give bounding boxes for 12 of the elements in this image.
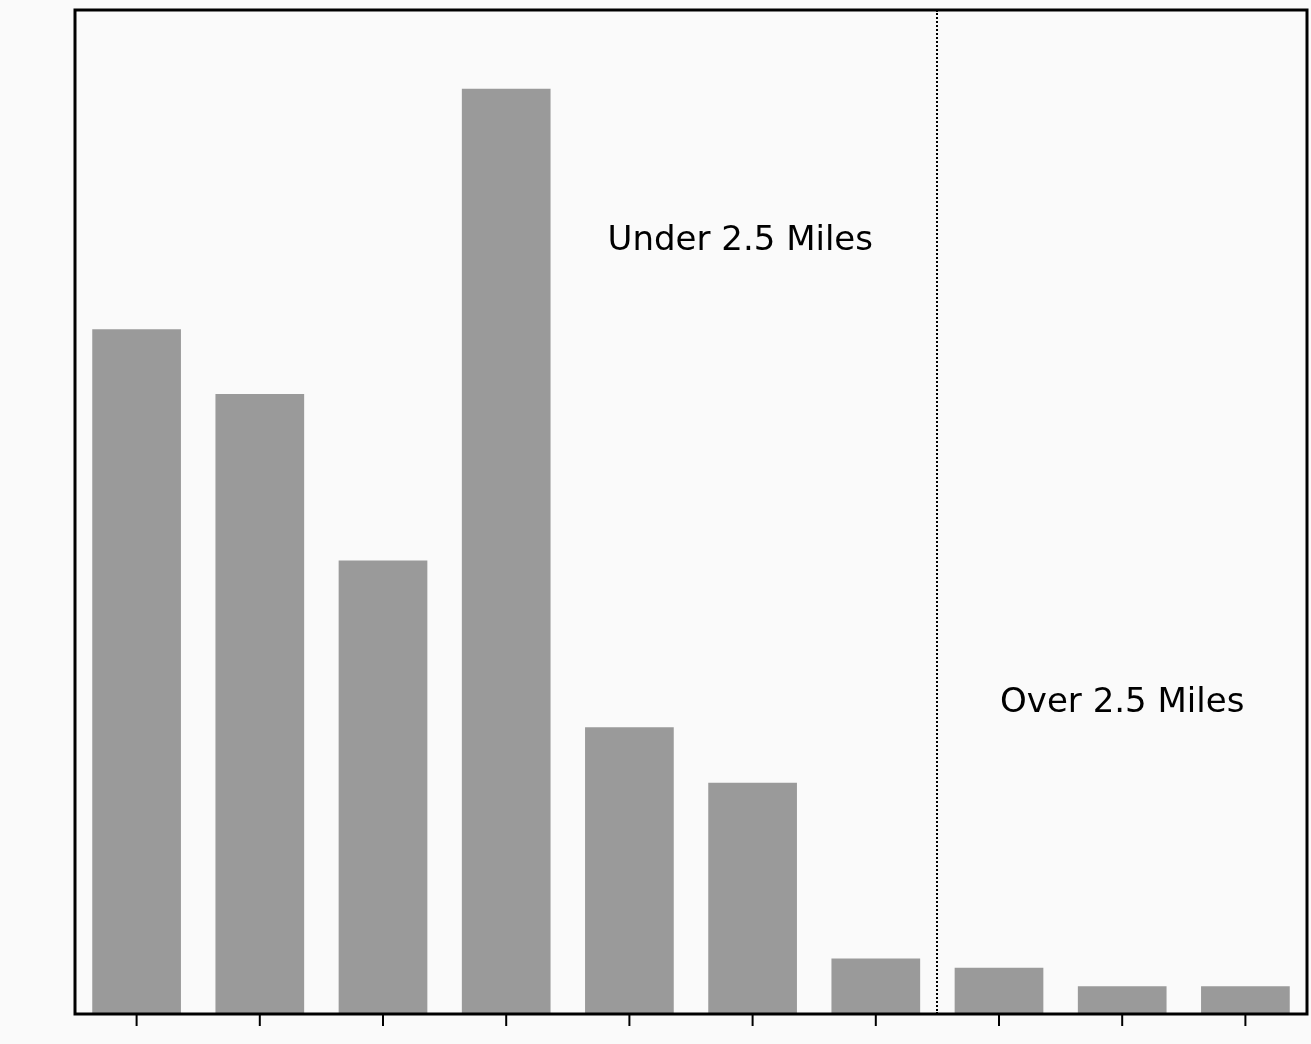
bar <box>215 394 305 1014</box>
bar <box>461 88 551 1014</box>
annotation: Over 2.5 Miles <box>1000 679 1245 720</box>
bar <box>338 560 428 1014</box>
bar <box>954 967 1044 1014</box>
bar <box>92 329 181 1014</box>
bar <box>831 958 921 1014</box>
bar <box>1201 986 1290 1014</box>
annotation: Under 2.5 Miles <box>607 217 874 258</box>
bar <box>1077 986 1167 1014</box>
bar <box>585 727 674 1014</box>
bar <box>708 782 797 1014</box>
